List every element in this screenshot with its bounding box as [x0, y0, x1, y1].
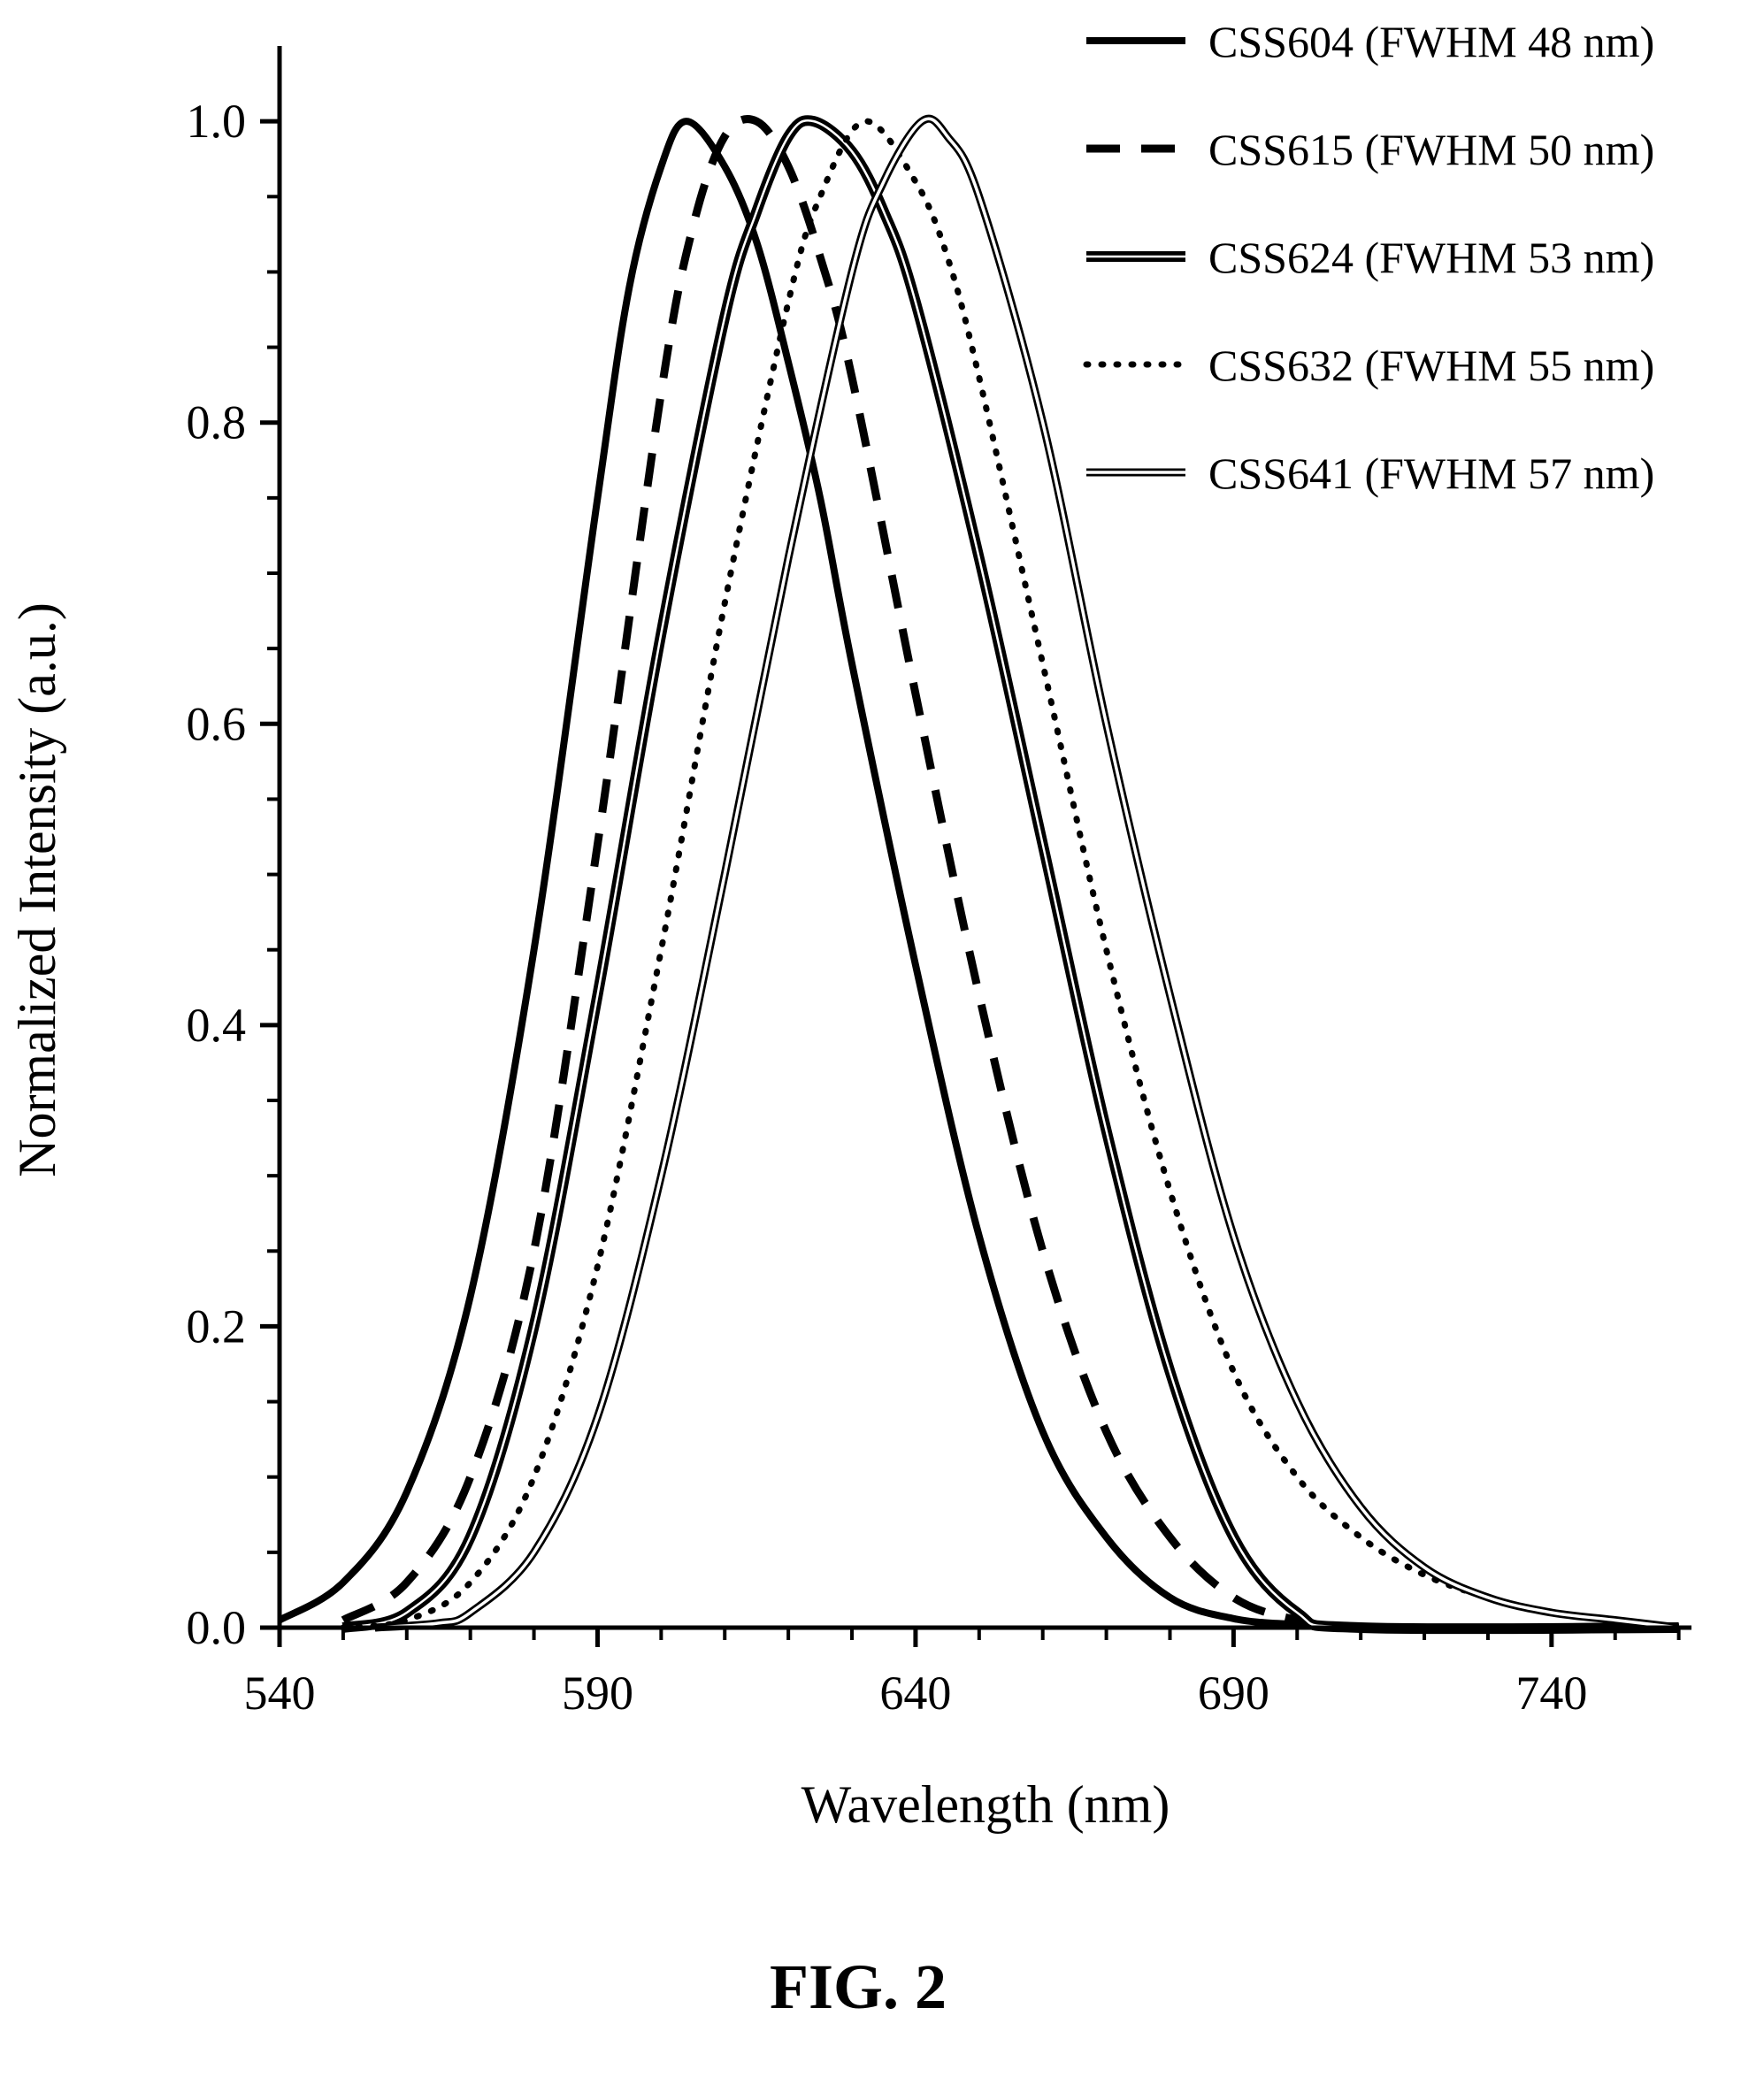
- legend-item: CSS641 (FWHM 57 nm): [1086, 448, 1654, 498]
- series-line: [340, 118, 1683, 1631]
- legend-label: CSS604 (FWHM 48 nm): [1208, 17, 1654, 66]
- series-3: [340, 118, 1683, 1631]
- y-tick-label: 0.6: [187, 697, 247, 750]
- legend-label: CSS624 (FWHM 53 nm): [1208, 233, 1654, 282]
- y-tick-label: 0.2: [187, 1299, 247, 1353]
- legend: CSS604 (FWHM 48 nm) CSS615 (FWHM 50 nm) CS…: [1083, 17, 1654, 498]
- legend-item: CSS604 (FWHM 48 nm): [1086, 17, 1654, 66]
- y-axis-label: Normalized Intensity (a.u.): [8, 602, 66, 1177]
- plot-series: [277, 114, 1683, 1635]
- legend-item: CSS624 (FWHM 53 nm): [1086, 233, 1654, 282]
- series-line: [277, 118, 1679, 1632]
- series-line-inner: [374, 117, 1679, 1629]
- legend-label: CSS615 (FWHM 50 nm): [1208, 125, 1654, 174]
- y-tick-label: 0.0: [187, 1601, 247, 1654]
- legend-item: CSS632 (FWHM 55 nm): [1083, 341, 1654, 390]
- legend-label: CSS632 (FWHM 55 nm): [1208, 341, 1654, 390]
- series-0: [277, 118, 1679, 1632]
- x-tick-label: 540: [244, 1667, 316, 1720]
- figure-label: FIG. 2: [770, 1951, 947, 2022]
- ticks: 0.0 0.2 0.4 0.6 0.8 1.0 540 590 640 690 740: [187, 95, 1681, 1720]
- x-tick-label: 690: [1198, 1667, 1269, 1720]
- series-4: [374, 114, 1680, 1632]
- legend-item: CSS615 (FWHM 50 nm): [1086, 125, 1654, 174]
- y-tick-label: 0.8: [187, 396, 247, 449]
- series-1: [341, 115, 1679, 1633]
- series-line: [341, 115, 1679, 1633]
- axes: [277, 46, 1691, 1630]
- y-tick-label: 1.0: [187, 95, 247, 148]
- x-tick-label: 740: [1515, 1667, 1587, 1720]
- x-tick-label: 640: [879, 1667, 951, 1720]
- x-axis-label: Wavelength (nm): [801, 1775, 1170, 1834]
- x-tick-label: 590: [562, 1667, 633, 1720]
- y-tick-label: 0.4: [187, 999, 247, 1052]
- legend-label: CSS641 (FWHM 57 nm): [1208, 448, 1654, 498]
